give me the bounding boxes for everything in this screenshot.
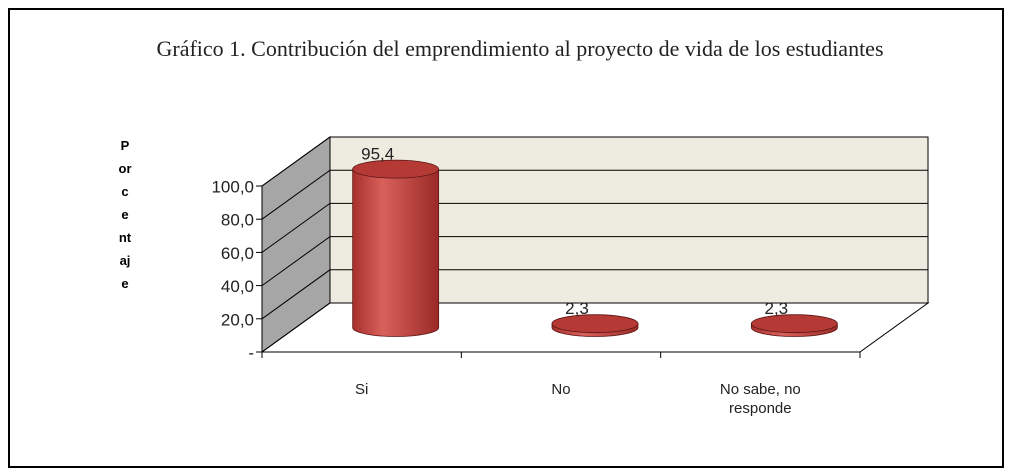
grid-line (261, 269, 928, 320)
y-tick-label: 80,0 (221, 211, 254, 230)
y-axis-title: Porcentaje (118, 138, 132, 291)
bar (352, 159, 440, 337)
x-tick-label: No sabe, no responde (719, 381, 801, 417)
y-tick-label: 100,0 (211, 177, 254, 196)
bar-top (750, 314, 838, 334)
grid-line (261, 236, 928, 287)
x-tick-label: Si (354, 381, 369, 398)
bar-body (352, 168, 440, 337)
value-label: 95,4 (361, 145, 394, 164)
bar-top (551, 314, 639, 334)
grid-line (261, 302, 928, 353)
bar (750, 314, 838, 337)
grid-line (261, 202, 928, 253)
grid-line (261, 136, 928, 187)
y-tick-label: 40,0 (221, 277, 254, 296)
value-label: 2,3 (765, 299, 789, 318)
y-tick-label: 60,0 (221, 244, 254, 263)
bar (551, 314, 639, 337)
y-tick-label: 20,0 (221, 310, 254, 329)
chart-title: Gráfico 1. Contribución del emprendimien… (156, 36, 884, 61)
x-tick-label: No (551, 381, 571, 398)
y-tick-label: - (248, 343, 254, 362)
grid-line (261, 169, 928, 220)
page: - 20,0 40,0 60,0 80,0 100,0 95,4 2,3 2,3 Gráfico… (8, 8, 1004, 468)
value-label: 2,3 (565, 299, 589, 318)
bar-top (352, 159, 440, 179)
chart: - 20,0 40,0 60,0 80,0 100,0 95,4 2,3 2,3 (211, 136, 930, 362)
